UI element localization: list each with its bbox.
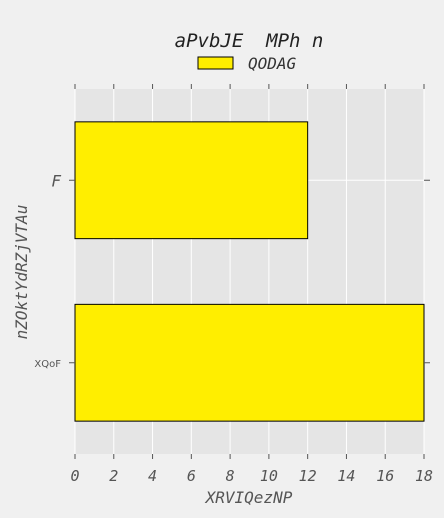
bar-xqof xyxy=(74,303,425,422)
y-tick-label: XQoF xyxy=(34,359,61,370)
bar-f xyxy=(74,121,309,240)
y-tick-label: F xyxy=(51,171,61,190)
x-tick-label: 18 xyxy=(415,467,433,485)
legend: QODAG xyxy=(197,54,297,73)
x-tick-label: 6 xyxy=(187,467,196,485)
x-axis-label: XRVIQezNP xyxy=(205,488,293,507)
x-tick-label: 4 xyxy=(148,467,157,485)
x-tick-label: 10 xyxy=(260,467,278,485)
x-tick-label: 12 xyxy=(299,467,317,485)
legend-label: QODAG xyxy=(248,54,297,73)
x-tick-label: 16 xyxy=(376,467,394,485)
chart-title: aPvbJE MPh n xyxy=(175,30,324,52)
x-axis-ticks: 0 2 4 6 8 10 12 14 16 18 xyxy=(70,84,433,485)
legend-swatch xyxy=(197,56,234,70)
x-tick-label: 0 xyxy=(70,467,79,485)
y-axis-ticks: F XQoF xyxy=(34,171,430,370)
x-tick-label: 2 xyxy=(109,467,118,485)
y-axis-label: nZOktYdRZjVTAu xyxy=(12,205,31,340)
x-tick-label: 14 xyxy=(337,467,355,485)
x-tick-label: 8 xyxy=(226,467,235,485)
